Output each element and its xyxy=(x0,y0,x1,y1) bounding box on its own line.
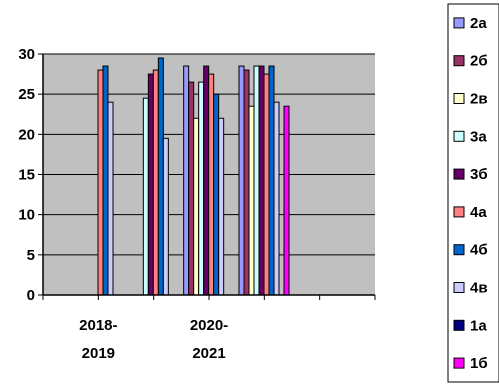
legend: 2а 2б 2в 3а 3б 4а 4б 4в 1а 1б xyxy=(447,3,499,383)
y-tick-label-15: 15 xyxy=(18,167,35,184)
bar-4б-2019-2020 xyxy=(157,57,164,296)
x-tick-label-0-line-1: 2019 xyxy=(82,345,115,362)
legend-swatch-1б xyxy=(453,357,465,369)
legend-label-2а: 2а xyxy=(470,15,487,32)
legend-swatch-4в xyxy=(453,282,465,293)
bar-4а-2021-2022 xyxy=(263,73,270,296)
bar-2в-2021-2022 xyxy=(248,105,255,296)
bar-4а-2019-2020 xyxy=(152,69,159,296)
legend-label-3а: 3а xyxy=(470,128,487,145)
legend-swatch-3б xyxy=(453,168,465,180)
bar-2б-2020-2021 xyxy=(188,81,195,296)
bar-4в-2021-2022 xyxy=(273,101,280,296)
legend-swatch-4б xyxy=(453,244,465,256)
bar-2б-2021-2022 xyxy=(243,69,250,296)
legend-label-1б: 1б xyxy=(470,355,488,372)
bar-3а-2020-2021 xyxy=(198,81,205,296)
x-tick-label-2-line-0: 2020- xyxy=(190,317,228,334)
bar-1б-2021-2022 xyxy=(283,105,290,296)
y-tick-label-20: 20 xyxy=(18,126,35,143)
legend-label-1а: 1а xyxy=(470,317,487,334)
legend-label-4б: 4б xyxy=(470,242,488,259)
bar-3а-2021-2022 xyxy=(253,65,260,296)
bar-4а-2020-2021 xyxy=(208,73,215,296)
legend-label-2в: 2в xyxy=(470,91,488,108)
bar-4б-2021-2022 xyxy=(268,65,275,296)
y-tick-labels: 0 5 10 15 20 25 30 xyxy=(18,46,35,304)
legend-label-2б: 2б xyxy=(470,53,488,70)
bar-4б-2020-2021 xyxy=(213,93,220,296)
bar-4а-2018-2019 xyxy=(97,69,104,296)
y-tick-label-0: 0 xyxy=(27,287,35,304)
bar-3б-2021-2022 xyxy=(258,65,265,296)
x-tick-labels: 2018- 2019 2020- 2021 xyxy=(79,317,228,362)
legend-swatch-1а xyxy=(453,319,465,331)
legend-swatch-2б xyxy=(453,55,465,67)
legend-box xyxy=(447,3,499,383)
bar-3б-2020-2021 xyxy=(203,65,210,296)
legend-label-4в: 4в xyxy=(470,280,488,297)
bar-4б-2018-2019 xyxy=(102,65,109,296)
y-tick-label-30: 30 xyxy=(18,46,35,63)
legend-swatch-4а xyxy=(453,206,465,218)
y-tick-label-10: 10 xyxy=(18,207,35,224)
legend-swatch-2а xyxy=(453,17,465,29)
bar-4в-2019-2020 xyxy=(162,137,169,296)
bar-2а-2020-2021 xyxy=(183,65,190,296)
bars xyxy=(97,57,290,296)
x-tick-label-0-line-0: 2018- xyxy=(79,317,117,334)
axes xyxy=(38,53,376,300)
legend-label-3б: 3б xyxy=(470,166,488,183)
legend-swatch-3а xyxy=(453,130,465,142)
bar-3а-2019-2020 xyxy=(142,97,149,296)
bar-2а-2021-2022 xyxy=(238,65,245,296)
y-tick-label-5: 5 xyxy=(27,247,35,264)
legend-label-4а: 4а xyxy=(470,204,487,221)
bar-2в-2020-2021 xyxy=(193,117,200,296)
bar-4в-2018-2019 xyxy=(107,101,114,296)
bar-4в-2020-2021 xyxy=(218,117,225,296)
y-tick-label-25: 25 xyxy=(18,86,35,103)
legend-swatch-2в xyxy=(453,93,465,104)
x-tick-label-2-line-1: 2021 xyxy=(192,345,225,362)
bar-3б-2019-2020 xyxy=(147,73,154,296)
